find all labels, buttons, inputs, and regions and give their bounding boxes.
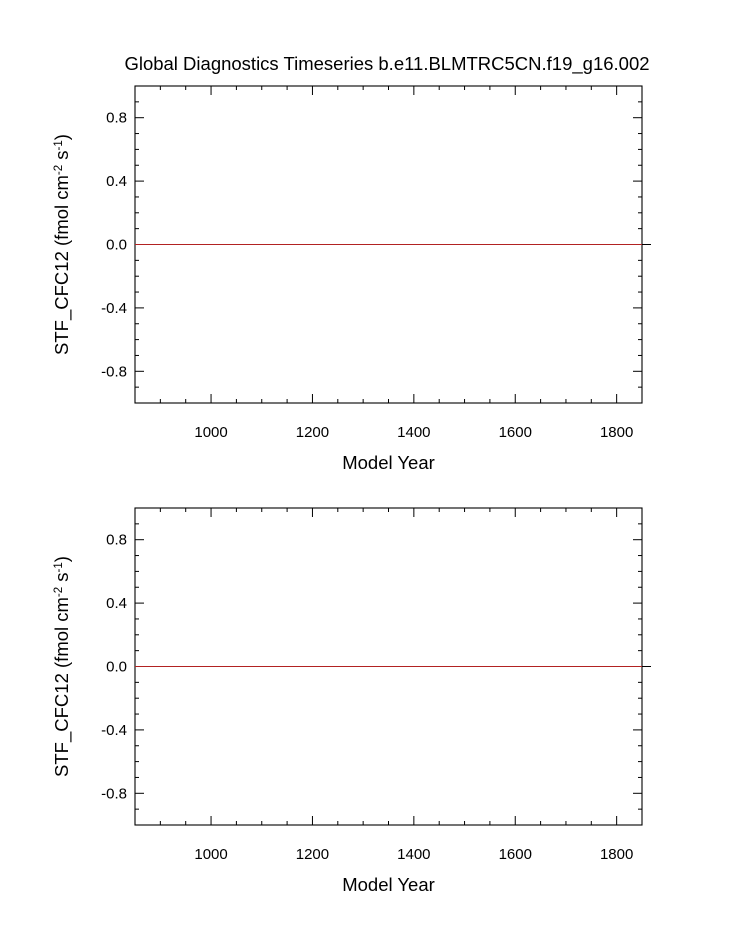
y-tick-label: -0.8: [101, 785, 127, 802]
y-axis-label-part: ): [51, 134, 72, 140]
y-tick-label: 0.0: [106, 659, 127, 676]
y-tick-label: -0.8: [101, 363, 127, 380]
y-axis-label-part: STF_CFC12 (fmol cm: [51, 175, 73, 355]
y-tick-label: 0.8: [106, 532, 127, 549]
y-axis-label-superscript: -1: [53, 140, 65, 150]
x-tick-label: 1800: [600, 424, 633, 441]
x-axis-label: Model Year: [342, 452, 435, 473]
x-tick-label: 1000: [194, 424, 227, 441]
y-axis-label-superscript: -1: [53, 562, 65, 572]
chart-panel-1: 1000 1200 1400 1600 1800 0.8 0.4 0.0 -0.4 -0.8 Mod…: [51, 85, 651, 473]
y-axis-label-part: ): [51, 556, 72, 562]
x-tick-label: 1400: [397, 846, 430, 863]
x-tick-label: 1000: [194, 846, 227, 863]
y-axis-label-part: s: [51, 572, 72, 586]
y-tick-label: -0.4: [101, 722, 127, 739]
y-tick-label: -0.4: [101, 300, 127, 317]
x-tick-label: 1600: [499, 846, 532, 863]
chart-panel-2: 1000 1200 1400 1600 1800 0.8 0.4 0.0 -0.4 -0.8 Mod…: [51, 507, 651, 895]
x-tick-label: 1800: [600, 846, 633, 863]
y-tick-label: 0.4: [106, 173, 127, 190]
y-tick-label: 0.0: [106, 237, 127, 254]
y-axis-label: STF_CFC12 (fmol cm-2 s-1): [51, 556, 73, 777]
x-tick-label: 1200: [296, 424, 329, 441]
y-axis-label-part: STF_CFC12 (fmol cm: [51, 597, 73, 777]
y-axis-label: STF_CFC12 (fmol cm-2 s-1): [51, 134, 73, 355]
y-tick-label: 0.4: [106, 595, 127, 612]
y-tick-label: 0.8: [106, 110, 127, 127]
y-axis-label-superscript: -2: [53, 165, 65, 175]
x-axis-label: Model Year: [342, 874, 435, 895]
chart-title: Global Diagnostics Timeseries b.e11.BLMT…: [124, 53, 649, 75]
x-tick-label: 1400: [397, 424, 430, 441]
x-tick-label: 1600: [499, 424, 532, 441]
x-tick-label: 1200: [296, 846, 329, 863]
y-axis-label-superscript: -2: [53, 587, 65, 597]
y-axis-label-part: s: [51, 150, 72, 164]
